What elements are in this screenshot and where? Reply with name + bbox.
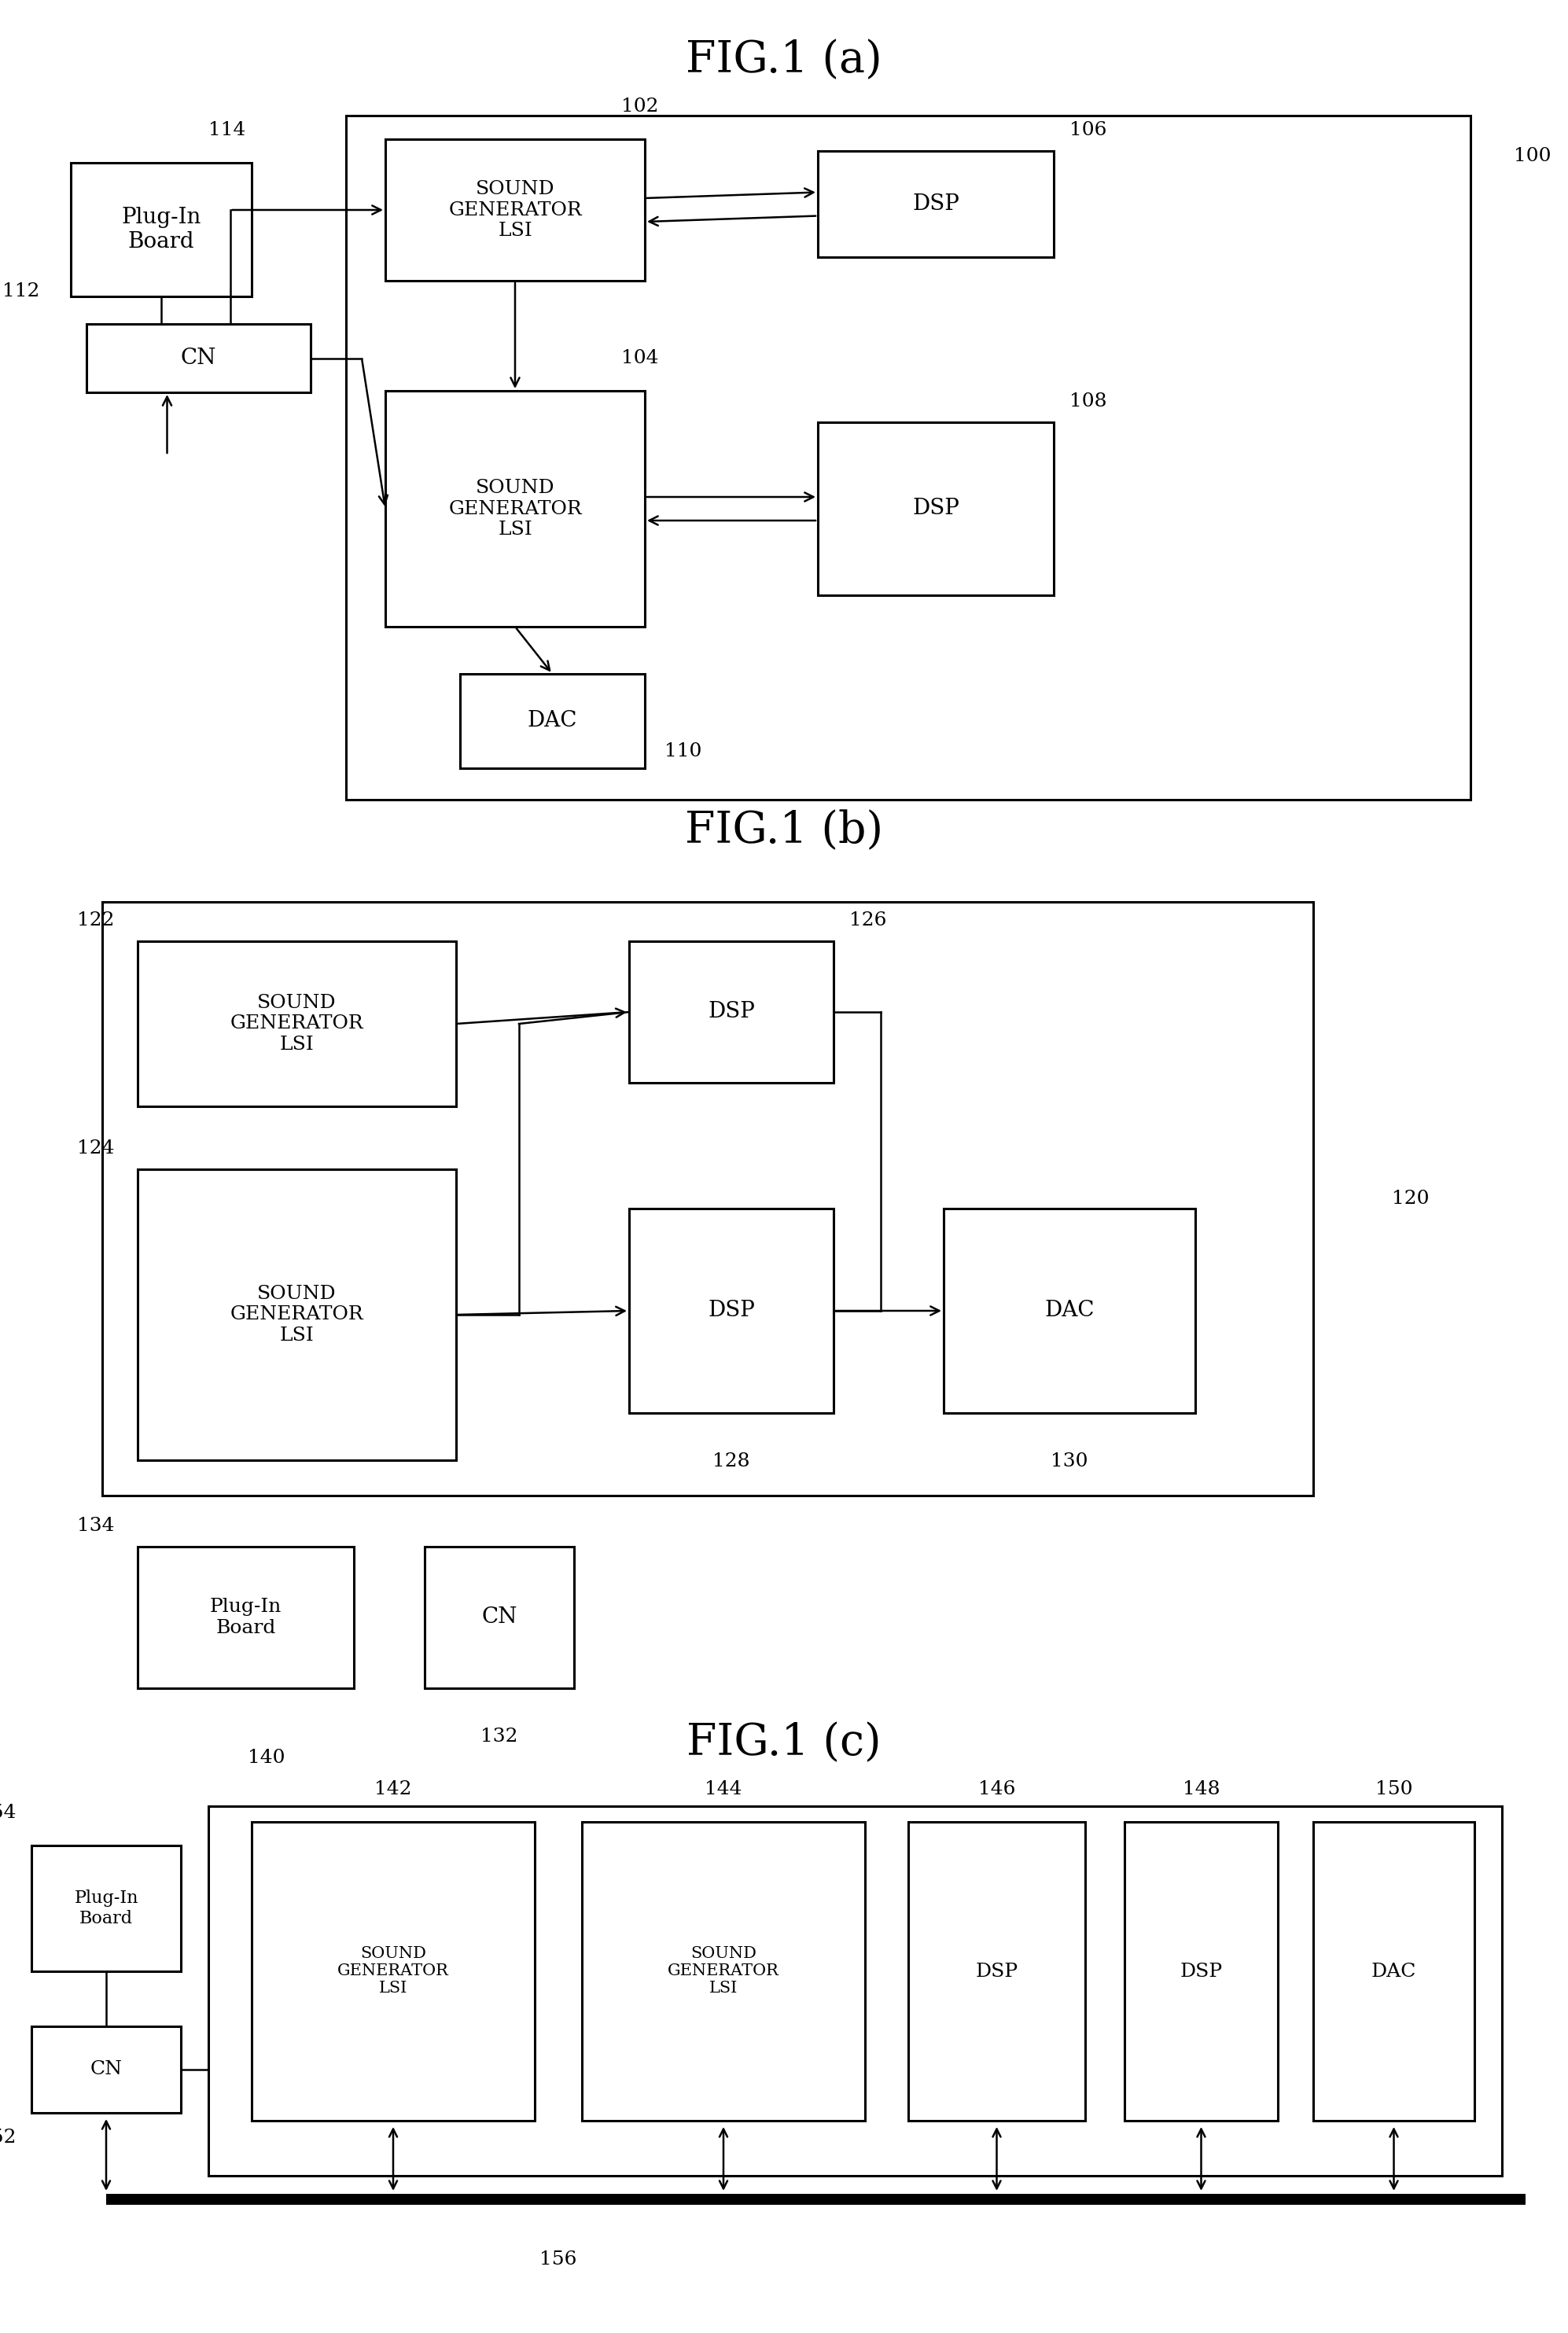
Text: Plug-In
Board: Plug-In Board	[74, 1890, 138, 1927]
Text: DSP: DSP	[707, 1299, 754, 1320]
Text: SOUND
GENERATOR
LSI: SOUND GENERATOR LSI	[337, 1946, 448, 1997]
Bar	[629, 1208, 834, 1414]
Text: 100: 100	[1513, 147, 1551, 166]
Text: DSP: DSP	[707, 1001, 754, 1022]
Text: DSP: DSP	[913, 499, 960, 520]
Bar	[1124, 1822, 1278, 2121]
Text: DAC: DAC	[1372, 1962, 1416, 1981]
Text: FIG.1 (c): FIG.1 (c)	[687, 1722, 881, 1764]
Text: 156: 156	[539, 2251, 577, 2268]
Bar	[31, 2027, 180, 2114]
Text: FIG.1 (a): FIG.1 (a)	[685, 40, 883, 82]
Bar	[86, 324, 310, 392]
Text: CN: CN	[89, 2060, 122, 2079]
Text: 144: 144	[704, 1780, 742, 1799]
Text: 126: 126	[850, 912, 886, 929]
Text: DAC: DAC	[1044, 1299, 1094, 1320]
Bar	[425, 1547, 574, 1689]
Bar	[582, 1822, 866, 2121]
Bar	[386, 140, 644, 280]
Text: 124: 124	[77, 1139, 114, 1157]
Bar	[629, 940, 834, 1083]
Text: 142: 142	[375, 1780, 412, 1799]
Bar	[138, 940, 456, 1106]
Bar	[1314, 1822, 1474, 2121]
Bar	[908, 1822, 1085, 2121]
Text: SOUND
GENERATOR
LSI: SOUND GENERATOR LSI	[668, 1946, 779, 1997]
Text: DSP: DSP	[1179, 1962, 1223, 1981]
Text: 140: 140	[248, 1750, 285, 1766]
Bar	[347, 117, 1471, 800]
Text: 112: 112	[2, 282, 39, 301]
Bar	[31, 1845, 180, 1971]
Text: SOUND
GENERATOR
LSI: SOUND GENERATOR LSI	[230, 1285, 364, 1344]
Bar	[71, 163, 251, 296]
Text: DAC: DAC	[527, 712, 577, 733]
Text: 132: 132	[481, 1726, 517, 1745]
Text: 130: 130	[1051, 1453, 1088, 1470]
Text: 120: 120	[1392, 1190, 1428, 1208]
Text: FIG.1 (b): FIG.1 (b)	[685, 810, 883, 852]
Text: DSP: DSP	[975, 1962, 1018, 1981]
Bar	[944, 1208, 1195, 1414]
Bar	[818, 152, 1054, 257]
Text: Plug-In
Board: Plug-In Board	[210, 1598, 282, 1638]
Text: Plug-In
Board: Plug-In Board	[121, 208, 201, 252]
Text: 150: 150	[1375, 1780, 1413, 1799]
Text: 134: 134	[77, 1516, 114, 1535]
Bar	[102, 903, 1314, 1495]
Text: DSP: DSP	[913, 194, 960, 215]
Text: 108: 108	[1069, 392, 1107, 411]
Bar	[138, 1547, 354, 1689]
Text: 154: 154	[0, 1803, 16, 1822]
Bar	[209, 1806, 1502, 2177]
Text: SOUND
GENERATOR
LSI: SOUND GENERATOR LSI	[230, 994, 364, 1055]
Bar	[459, 674, 644, 768]
Bar	[251, 1822, 535, 2121]
Text: SOUND
GENERATOR
LSI: SOUND GENERATOR LSI	[448, 180, 582, 240]
Text: CN: CN	[481, 1607, 517, 1628]
Text: 146: 146	[978, 1780, 1016, 1799]
Text: 152: 152	[0, 2128, 16, 2146]
Text: 122: 122	[77, 912, 114, 929]
Text: 104: 104	[621, 350, 659, 366]
Text: 148: 148	[1182, 1780, 1220, 1799]
Bar	[386, 392, 644, 628]
Text: 110: 110	[665, 742, 702, 761]
Text: 102: 102	[621, 98, 659, 117]
Bar	[138, 1169, 456, 1460]
Text: 106: 106	[1069, 121, 1107, 140]
Text: CN: CN	[180, 348, 216, 369]
Text: 128: 128	[712, 1453, 750, 1470]
Text: SOUND
GENERATOR
LSI: SOUND GENERATOR LSI	[448, 478, 582, 539]
Text: 114: 114	[209, 121, 246, 140]
Bar	[818, 422, 1054, 595]
